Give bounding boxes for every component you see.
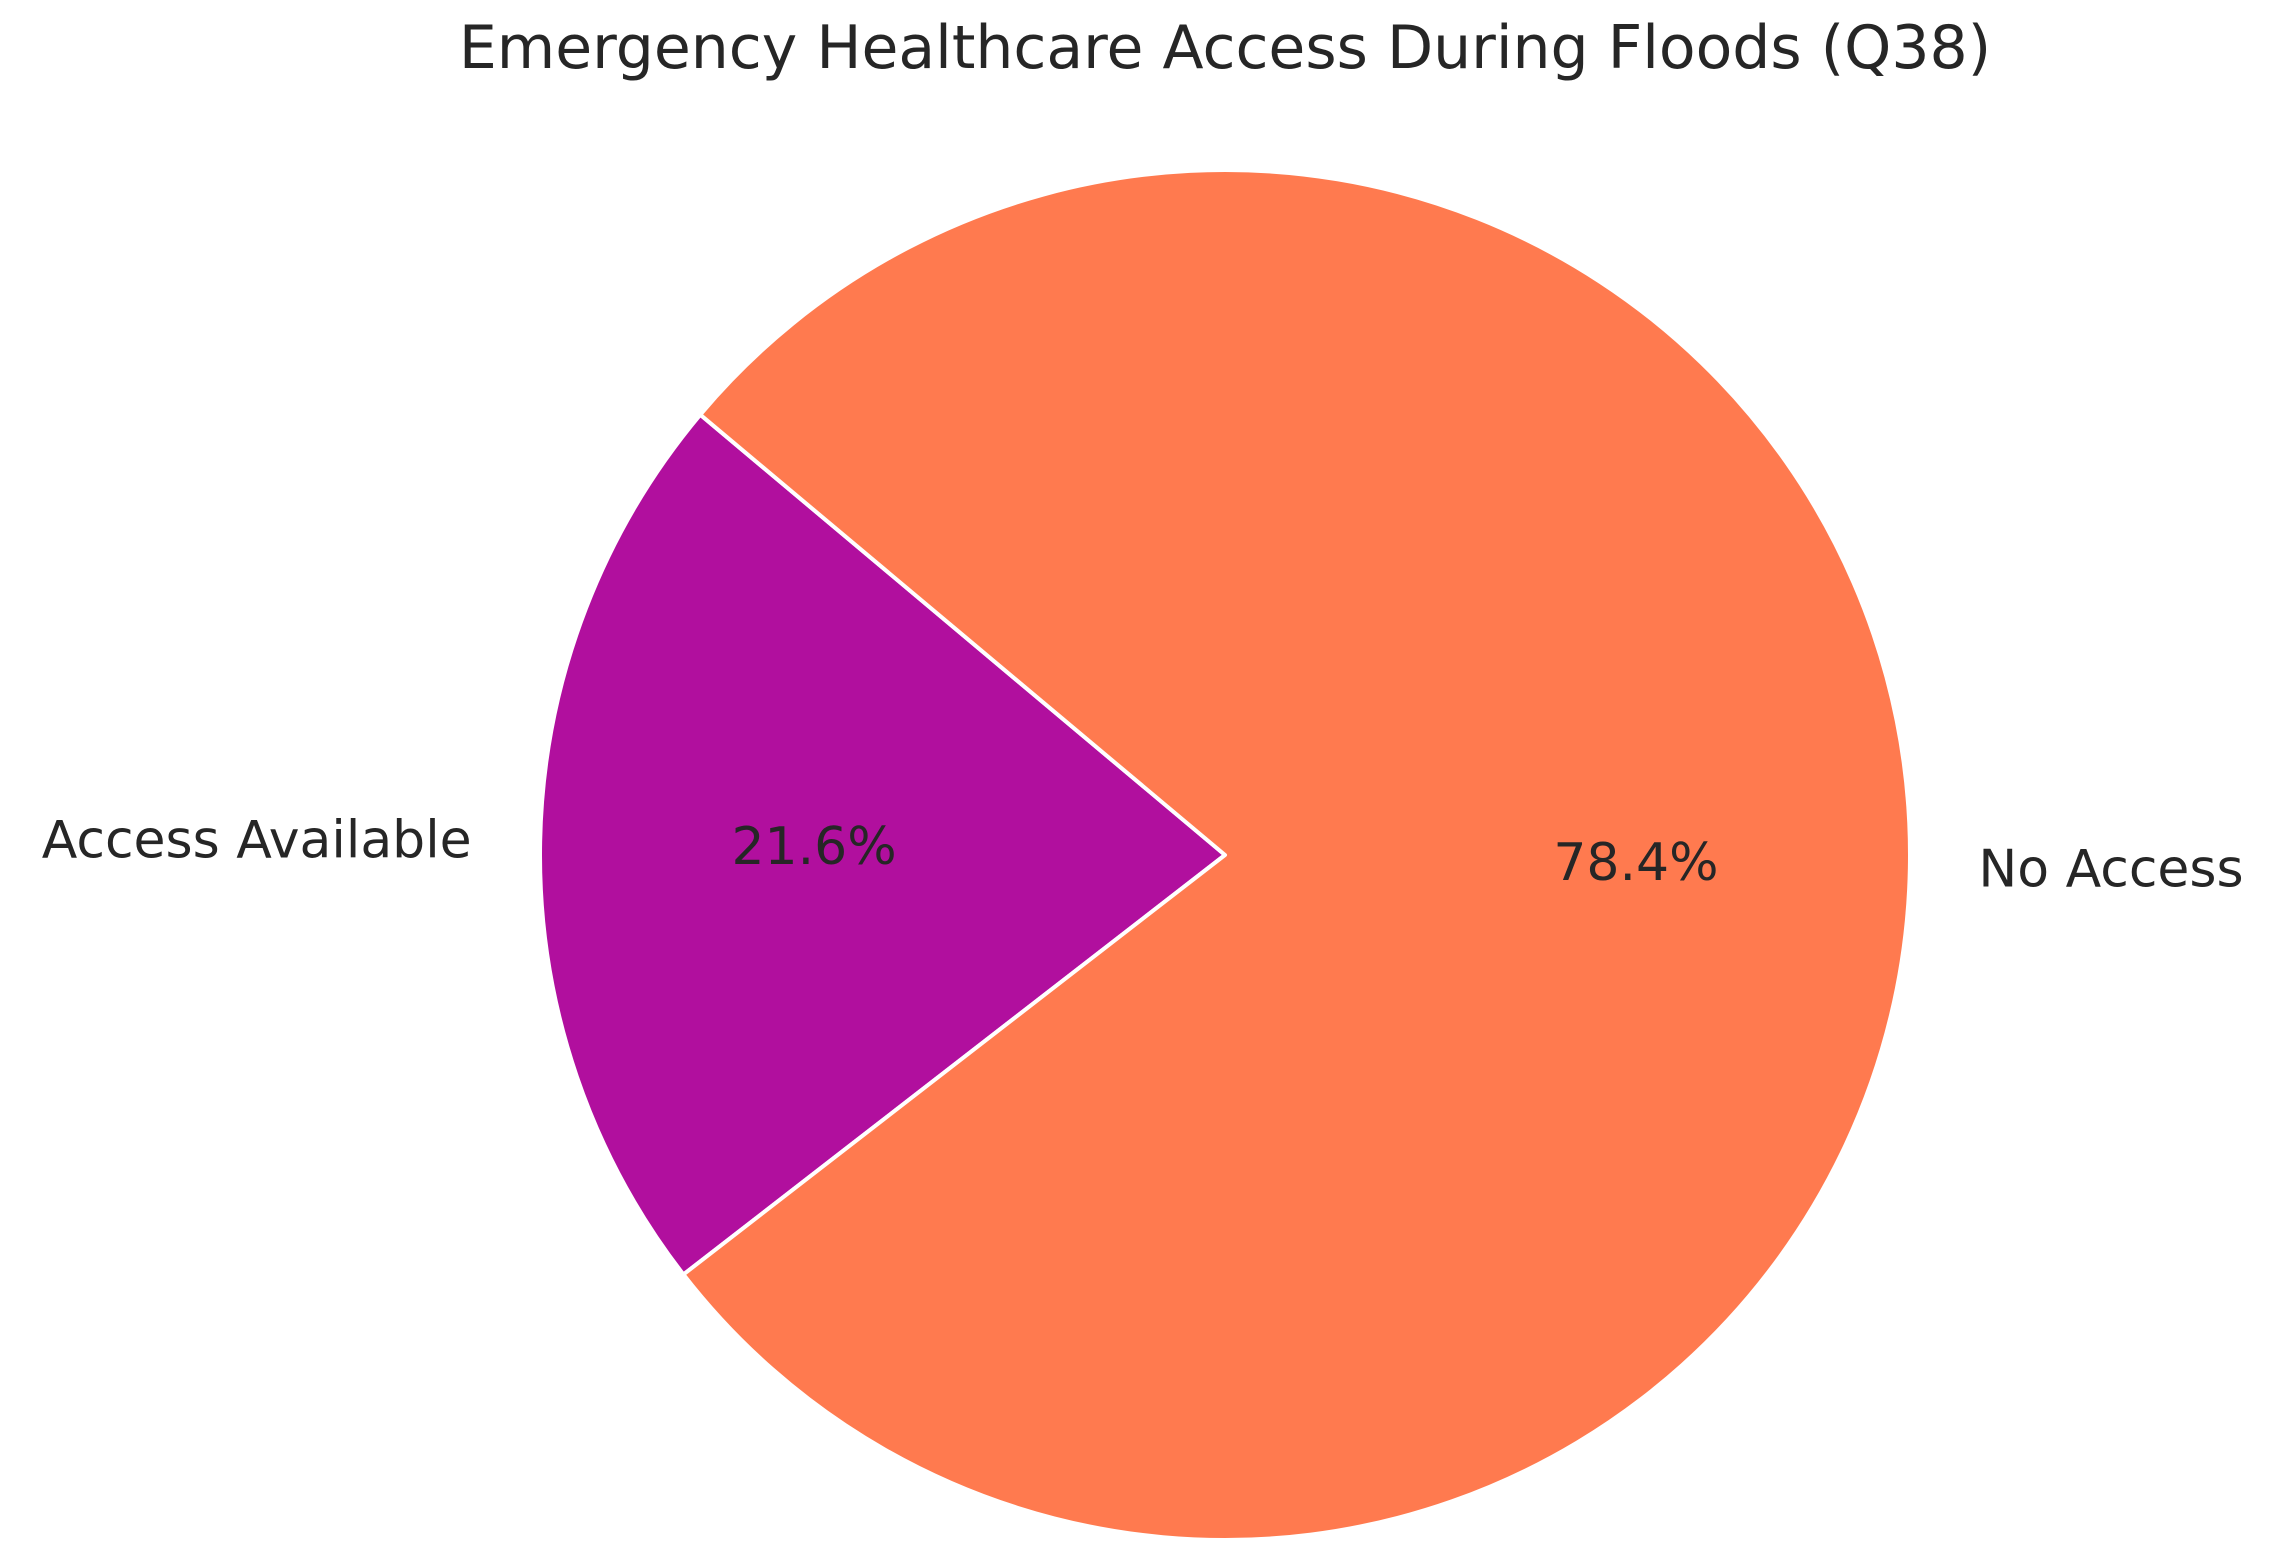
slice-label-access-available: Access Available [42,810,472,870]
slice-percent-no-access: 78.4% [1553,833,1718,893]
pie-slice-access-available [538,412,1227,1277]
slice-percent-access-available: 21.6% [731,817,896,877]
chart-title: Emergency Healthcare Access During Flood… [459,13,1991,83]
slice-label-no-access: No Access [1978,840,2243,900]
pie-slice-no-access [681,168,1912,1542]
pie-labels: Access Available 21.6% No Access 78.4% [42,810,2244,899]
pie-slices [538,168,1912,1542]
